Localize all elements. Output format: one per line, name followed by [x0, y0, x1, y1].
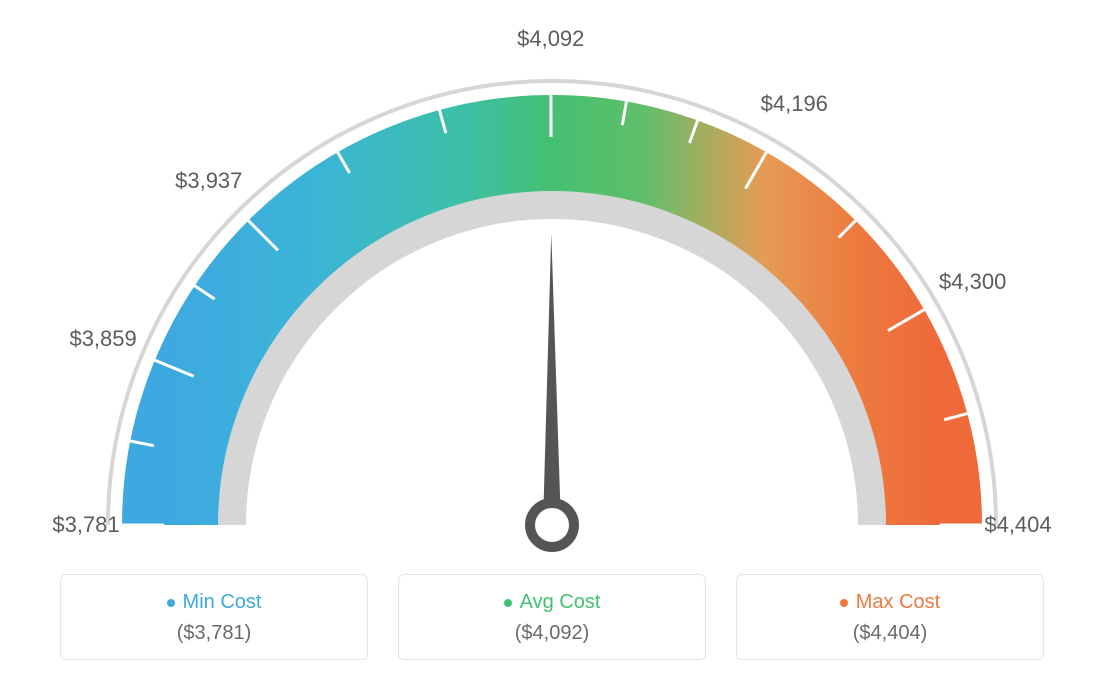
- summary-cards: Min Cost ($3,781) Avg Cost ($4,092) Max …: [60, 574, 1044, 660]
- gauge-tick-label: $4,300: [939, 269, 1006, 295]
- gauge-container: $3,781 $3,859 $3,937 $4,092 $4,196 $4,300 $4,4…: [0, 0, 1104, 570]
- avg-cost-title-row: Avg Cost: [504, 591, 601, 614]
- avg-cost-title: Avg Cost: [520, 591, 601, 614]
- max-cost-card: Max Cost ($4,404): [736, 574, 1044, 660]
- gauge-tick-label: $4,404: [984, 512, 1051, 538]
- max-cost-title-row: Max Cost: [840, 591, 940, 614]
- min-dot-icon: [167, 599, 175, 607]
- gauge-svg: [0, 20, 1104, 590]
- min-cost-title-row: Min Cost: [167, 591, 262, 614]
- gauge-needle: [543, 233, 561, 525]
- avg-cost-card: Avg Cost ($4,092): [398, 574, 706, 660]
- avg-dot-icon: [504, 599, 512, 607]
- max-dot-icon: [840, 599, 848, 607]
- max-cost-value: ($4,404): [747, 622, 1033, 645]
- max-cost-title: Max Cost: [856, 591, 940, 614]
- min-cost-value: ($3,781): [71, 622, 357, 645]
- gauge-tick-label: $4,196: [761, 91, 828, 117]
- gauge-tick-label: $3,859: [69, 326, 136, 352]
- gauge-hub: [530, 503, 574, 547]
- avg-cost-value: ($4,092): [409, 622, 695, 645]
- gauge-tick-label: $3,781: [52, 512, 119, 538]
- min-cost-card: Min Cost ($3,781): [60, 574, 368, 660]
- min-cost-title: Min Cost: [183, 591, 262, 614]
- gauge-tick-label: $4,092: [517, 26, 584, 52]
- gauge-tick-label: $3,937: [175, 168, 242, 194]
